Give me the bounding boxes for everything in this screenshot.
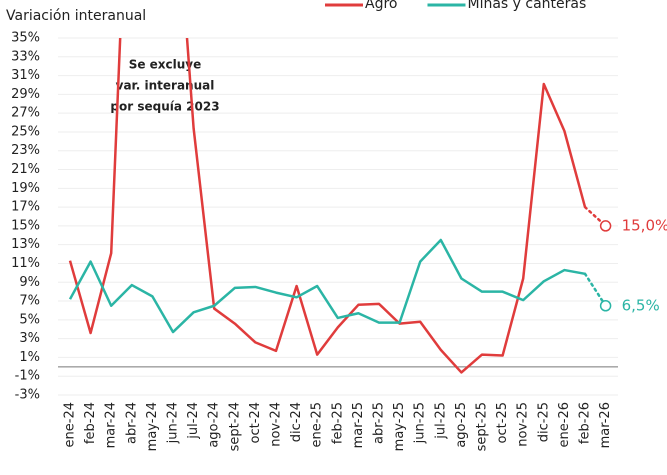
x-tick-label: may-25 (392, 402, 407, 451)
estimate-point (599, 300, 612, 312)
x-tick-label: jul-24 (186, 402, 201, 440)
y-tick-label: 27% (11, 106, 40, 121)
value-label: 15,0% (622, 216, 667, 234)
y-tick-label: 9% (19, 275, 40, 290)
x-tick-label: abr-25 (372, 402, 387, 444)
series-line (68, 38, 587, 374)
y-tick-label: 17% (11, 200, 40, 215)
x-tick-label: ago-24 (207, 402, 222, 448)
series-line (68, 238, 586, 334)
y-tick-label: 11% (11, 256, 40, 271)
y-tick-label: 29% (11, 87, 40, 102)
y-tick-label: 1% (19, 350, 40, 365)
y-tick-label: 33% (11, 49, 40, 64)
x-tick-label: ene-25 (310, 402, 325, 447)
x-tick-label: nov-25 (516, 402, 531, 447)
y-tick-label: 13% (11, 237, 40, 252)
value-label: 6,5% (622, 296, 660, 314)
x-tick-label: nov-24 (269, 402, 284, 447)
y-tick-label: 31% (11, 68, 40, 83)
y-tick-label: 15% (11, 218, 40, 233)
y-tick-label: -3% (15, 388, 40, 403)
y-tick-label: 5% (19, 312, 40, 327)
x-tick-label: oct-25 (495, 402, 510, 443)
estimate-point (599, 220, 612, 232)
y-tick-label: 23% (11, 143, 40, 158)
legend-label: Minas y canteras (467, 0, 586, 12)
x-tick-label: feb-25 (330, 402, 345, 444)
y-tick-label: 25% (11, 124, 40, 139)
x-tick-label: ene-24 (63, 402, 78, 447)
x-tick-label: ago-25 (454, 402, 469, 448)
y-tick-label: 19% (11, 181, 40, 196)
x-tick-label: dic-24 (289, 402, 304, 442)
x-tick-label: jun-25 (413, 402, 428, 444)
y-tick-label: -1% (15, 369, 40, 384)
y-tick-label: 7% (19, 294, 40, 309)
x-tick-label: sept-25 (475, 402, 490, 451)
x-tick-label: abr-24 (124, 402, 139, 444)
x-tick-label: feb-24 (83, 402, 98, 444)
y-tick-label: 3% (19, 331, 40, 346)
y-tick-label: 21% (11, 162, 40, 177)
x-tick-label: sept-24 (227, 402, 242, 451)
y-tick-label: 35% (11, 31, 40, 46)
x-tick-label: ene-26 (557, 402, 572, 447)
annotation: por sequía 2023 (110, 100, 219, 114)
estimate-segment (583, 272, 607, 307)
x-tick-label: jul-25 (433, 402, 448, 440)
legend-label: Agro (365, 0, 397, 12)
x-tick-label: mar-24 (104, 402, 119, 448)
x-tick-label: jun-24 (166, 402, 181, 444)
x-tick-label: dic-25 (536, 402, 551, 442)
x-tick-label: feb-26 (578, 402, 593, 444)
plot-area (68, 38, 607, 374)
x-tick-label: mar-26 (598, 402, 613, 448)
x-tick-label: mar-25 (351, 402, 366, 448)
x-tick-label: may-24 (145, 402, 160, 451)
chart-title: Variación interanual (6, 8, 146, 24)
annotation: var. interanual (116, 79, 215, 93)
annotation: Se excluye (129, 58, 202, 72)
x-tick-label: oct-24 (248, 402, 263, 443)
